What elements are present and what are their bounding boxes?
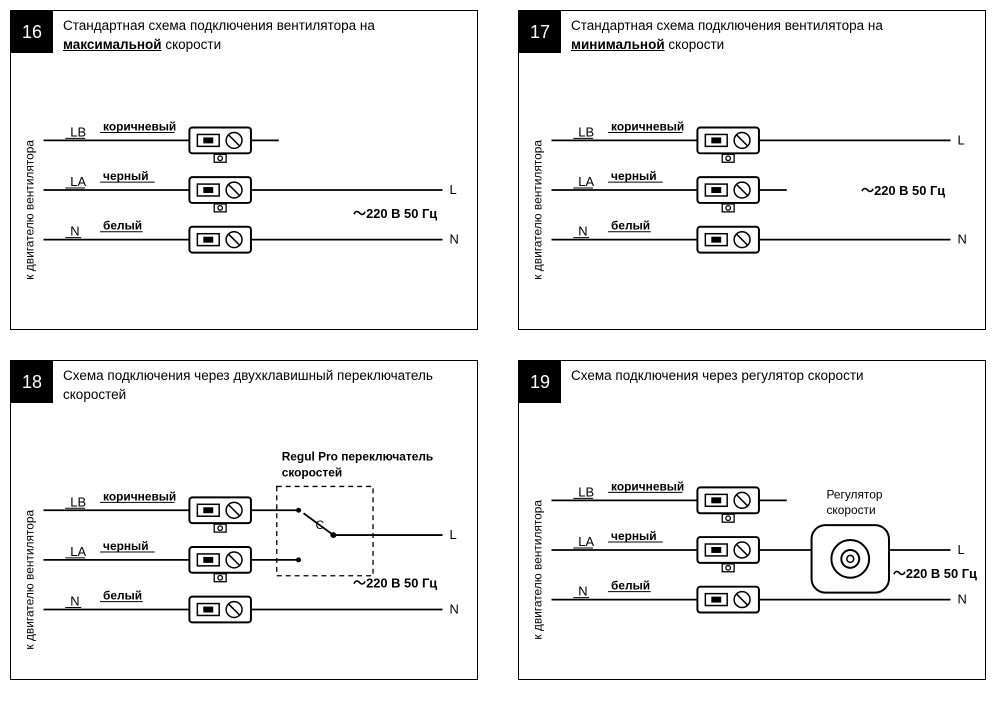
terminal-right-l: L xyxy=(957,132,964,147)
panel-18: 18 Схема подключения через двухклавишный… xyxy=(10,360,478,680)
wiring-diagram: к двигателю вентилятора LB коричневый xyxy=(11,61,477,329)
panel-title: Стандартная схема подключения вентилятор… xyxy=(53,11,477,61)
switch-label-2: скоростей xyxy=(282,466,342,480)
wire-color-la: черный xyxy=(611,529,657,543)
terminal-right-n: N xyxy=(449,601,458,616)
terminal-left-lb: LB xyxy=(578,484,594,499)
terminal-right-l: L xyxy=(957,542,964,557)
panel-title: Схема подключения через регулятор скорос… xyxy=(561,361,985,392)
terminal-left-lb: LB xyxy=(578,124,594,139)
terminal-right-n: N xyxy=(449,232,458,247)
terminal-left-la: LA xyxy=(70,174,86,189)
terminal-block-icon xyxy=(189,128,251,154)
terminal-left-lb: LB xyxy=(70,124,86,139)
panel-number-badge: 19 xyxy=(519,361,561,403)
motor-side-label: к двигателю вентилятора xyxy=(531,500,545,640)
wiring-diagram: к двигателю вентилятора LB коричневый L xyxy=(519,61,985,329)
wire-color-lb: коричневый xyxy=(103,489,176,503)
wiring-diagram: к двигателю вентилятора LB коричневый xyxy=(519,411,985,679)
panel-19: 19 Схема подключения через регулятор ско… xyxy=(518,360,986,680)
terminal-right-n: N xyxy=(957,232,966,247)
terminal-block-icon xyxy=(189,497,251,523)
motor-side-label: к двигателю вентилятора xyxy=(23,510,37,650)
panel-16: 16 Стандартная схема подключения вентиля… xyxy=(10,10,478,330)
terminal-right-l: L xyxy=(449,527,456,542)
motor-side-label: к двигателю вентилятора xyxy=(531,140,545,280)
supply-label: ～220 В 50 Гц xyxy=(893,566,977,581)
regulator-icon xyxy=(812,525,889,592)
supply-label: ～220 В 50 Гц xyxy=(353,206,437,221)
panel-title: Стандартная схема подключения вентилятор… xyxy=(561,11,985,61)
terminal-block-icon xyxy=(697,128,759,154)
terminal-right-l: L xyxy=(449,182,456,197)
panel-number-badge: 18 xyxy=(11,361,53,403)
terminal-left-lb: LB xyxy=(70,494,86,509)
panel-title: Схема подключения через двухклавишный пе… xyxy=(53,361,477,411)
terminal-left-la: LA xyxy=(578,534,594,549)
supply-label: ～220 В 50 Гц xyxy=(353,576,437,591)
motor-side-label: к двигателю вентилятора xyxy=(23,140,37,280)
terminal-block-icon xyxy=(697,587,759,613)
panel-17: 17 Стандартная схема подключения вентиля… xyxy=(518,10,986,330)
wiring-diagram: к двигателю вентилятора Regul Pro перекл… xyxy=(11,411,477,679)
panel-number-badge: 16 xyxy=(11,11,53,53)
terminal-left-la: LA xyxy=(70,544,86,559)
terminal-left-n: N xyxy=(70,224,79,239)
wire-color-lb: коричневый xyxy=(611,119,684,133)
panel-number-badge: 17 xyxy=(519,11,561,53)
wire-color-la: черный xyxy=(103,539,149,553)
terminal-left-la: LA xyxy=(578,174,594,189)
supply-label: ～220 В 50 Гц xyxy=(861,183,945,198)
wire-color-la: черный xyxy=(103,169,149,183)
wire-color-lb: коричневый xyxy=(103,119,176,133)
terminal-block-icon xyxy=(697,227,759,253)
terminal-block-icon xyxy=(697,537,759,563)
terminal-left-n: N xyxy=(578,224,587,239)
terminal-block-icon xyxy=(189,177,251,203)
wire-color-n: белый xyxy=(611,579,650,593)
terminal-block-icon xyxy=(189,597,251,623)
wire-color-la: черный xyxy=(611,169,657,183)
terminal-block-icon xyxy=(189,547,251,573)
terminal-block-icon xyxy=(697,177,759,203)
switch-label: Regul Pro переключатель xyxy=(282,450,434,464)
regulator-label: Регулятор xyxy=(826,487,882,501)
terminal-left-n: N xyxy=(70,594,79,609)
terminal-block-icon xyxy=(697,487,759,513)
terminal-right-n: N xyxy=(957,592,966,607)
regulator-label-2: скорости xyxy=(826,503,875,517)
wire-color-n: белый xyxy=(103,219,142,233)
terminal-block-icon xyxy=(189,227,251,253)
wire-color-n: белый xyxy=(611,219,650,233)
wire-color-lb: коричневый xyxy=(611,479,684,493)
switch-box xyxy=(277,486,373,575)
wire-color-n: белый xyxy=(103,589,142,603)
terminal-left-n: N xyxy=(578,584,587,599)
